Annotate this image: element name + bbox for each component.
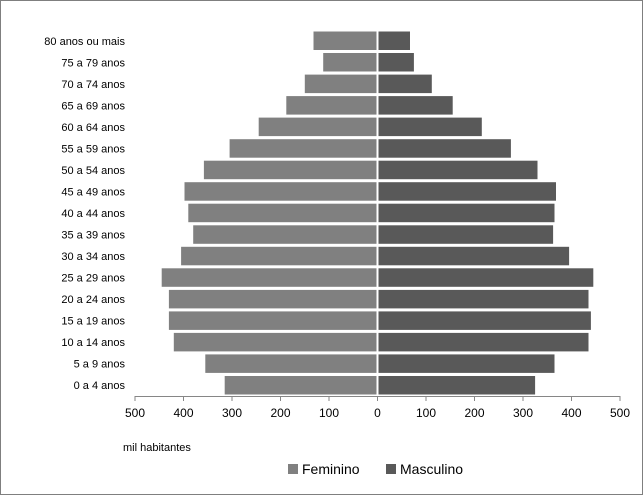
bar-masculino (377, 31, 410, 50)
x-tick-label: 200 (270, 406, 290, 420)
category-label: 5 a 9 anos (74, 359, 126, 371)
category-labels: 0 a 4 anos 5 a 9 anos 10 a 14 anos 15 a 19 … (44, 36, 125, 392)
category-label: 50 a 54 anos (61, 165, 125, 177)
x-tick-label: 300 (513, 406, 533, 420)
bar-masculino (377, 182, 556, 201)
x-tick-label: 500 (610, 406, 630, 420)
category-label: 55 a 59 anos (61, 143, 125, 155)
bar-masculino (377, 268, 594, 287)
bar-masculino (377, 74, 432, 94)
bar-masculino (377, 160, 538, 180)
bar-masculino (377, 332, 589, 352)
bar-feminino (258, 117, 378, 137)
category-label: 40 a 44 anos (61, 208, 125, 220)
category-label: 0 a 4 anos (74, 380, 126, 392)
bar-feminino (168, 311, 378, 330)
legend-label-masculino: Masculino (400, 461, 463, 477)
bar-feminino (181, 246, 378, 266)
bar-feminino (224, 376, 378, 395)
bar-masculino (377, 246, 570, 266)
category-label: 10 a 14 anos (61, 337, 125, 349)
bars-layer (161, 28, 594, 396)
x-tick-label: 100 (416, 406, 436, 420)
legend-swatch-feminino (288, 464, 298, 474)
x-tick-label: 400 (561, 406, 581, 420)
x-tick-label: 500 (125, 406, 145, 420)
bar-masculino (377, 96, 453, 115)
category-label: 65 a 69 anos (61, 100, 125, 112)
legend-label-feminino: Feminino (302, 461, 360, 477)
bar-feminino (193, 225, 378, 244)
bar-masculino (377, 311, 591, 330)
bar-feminino (229, 139, 378, 158)
category-label: 75 a 79 anos (61, 57, 125, 69)
x-axis: 500 400 300 200 100 0 100 200 300 400 500 (125, 396, 630, 420)
bar-masculino (377, 139, 511, 158)
legend: Feminino Masculino (288, 461, 463, 477)
x-tick-label: 400 (173, 406, 193, 420)
category-label: 15 a 19 anos (61, 316, 125, 328)
bar-feminino (323, 53, 378, 72)
bar-masculino (377, 53, 414, 72)
bar-masculino (377, 376, 536, 395)
bar-feminino (203, 160, 378, 180)
bar-masculino (377, 117, 482, 137)
bar-feminino (188, 203, 378, 223)
bar-feminino (161, 268, 378, 287)
bar-feminino (173, 332, 378, 352)
x-tick-label: 100 (319, 406, 339, 420)
legend-swatch-masculino (386, 464, 396, 474)
category-label: 30 a 34 anos (61, 251, 125, 263)
category-label: 80 anos ou mais (44, 36, 125, 48)
bar-feminino (205, 354, 378, 373)
category-label: 45 a 49 anos (61, 187, 125, 199)
bar-masculino (377, 354, 555, 373)
category-label: 20 a 24 anos (61, 294, 125, 306)
category-label: 60 a 64 anos (61, 122, 125, 134)
bar-feminino (313, 31, 378, 50)
x-tick-label: 200 (464, 406, 484, 420)
x-tick-label: 0 (374, 406, 381, 420)
bar-masculino (377, 203, 555, 223)
bar-feminino (168, 289, 378, 309)
category-label: 25 a 29 anos (61, 273, 125, 285)
bar-masculino (377, 289, 589, 309)
x-tick-label: 300 (222, 406, 242, 420)
bar-feminino (286, 96, 378, 115)
bar-feminino (304, 74, 378, 94)
bar-feminino (184, 182, 378, 201)
bar-masculino (377, 225, 554, 244)
category-label: 70 a 74 anos (61, 79, 125, 91)
category-label: 35 a 39 anos (61, 230, 125, 242)
x-axis-unit-label: mil habitantes (123, 442, 191, 454)
